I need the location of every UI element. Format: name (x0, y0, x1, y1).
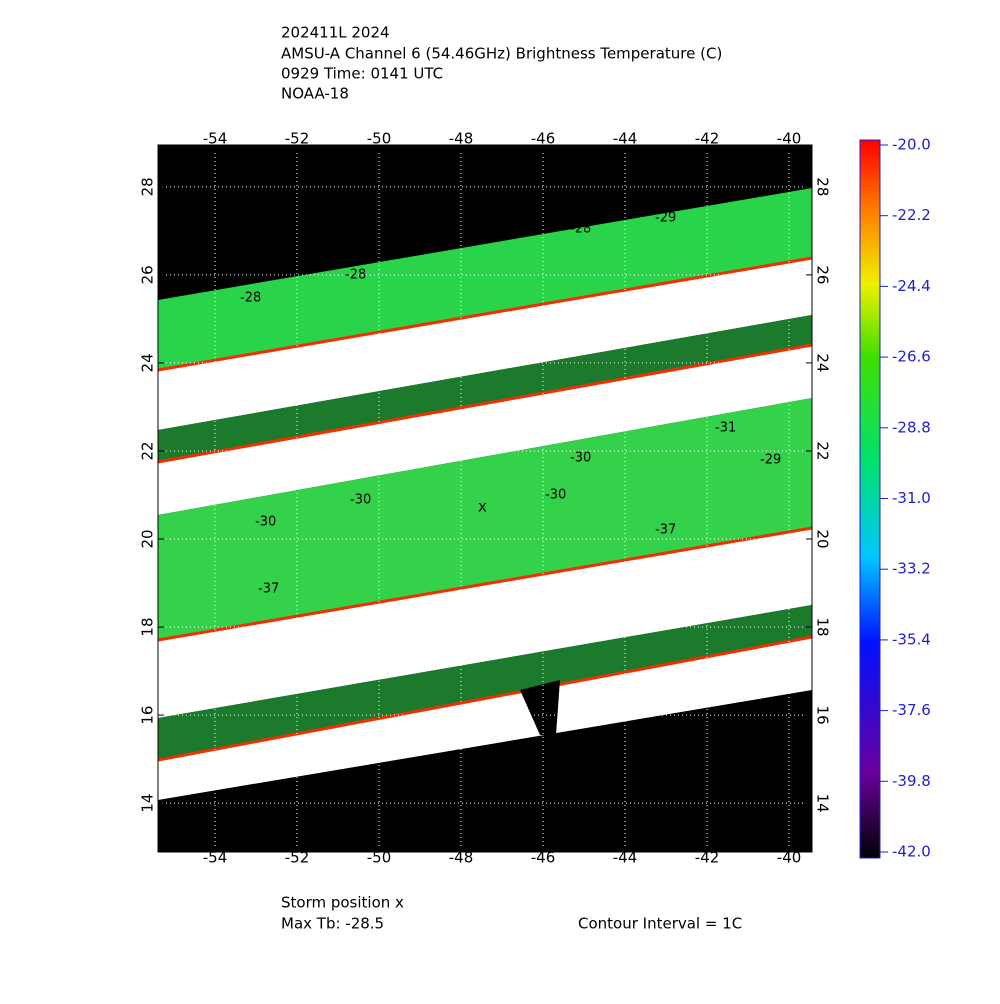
contour-label: -31 (715, 421, 736, 436)
y-tick-label: 14 (139, 794, 157, 813)
y-tick-label: 28 (139, 177, 157, 196)
y-tick-label: 24 (814, 353, 832, 372)
swath (158, 188, 812, 370)
x-tick-label: -46 (531, 849, 556, 867)
edge (157, 635, 813, 762)
contour-label: -28 (570, 222, 591, 237)
colorbar-tick-label: -33.2 (892, 560, 931, 578)
contour-label: -29 (760, 453, 781, 468)
header-line: 0929 Time: 0141 UTC (281, 65, 443, 83)
edge (157, 526, 813, 642)
y-tick-label: 26 (139, 265, 157, 284)
contour-labels: -28 -28 -28 -29 -30 -30 -30 -29 -31 -30 … (240, 211, 781, 597)
swath (158, 315, 812, 462)
header: 202411L 2024 AMSU-A Channel 6 (54.46GHz)… (281, 24, 722, 103)
swath (158, 605, 812, 760)
colorbar-tick-label: -31.0 (892, 489, 931, 507)
colorbar-tick-label: -20.0 (892, 136, 931, 154)
colorbar-tick-label: -35.4 (892, 630, 931, 648)
x-tick-label: -48 (449, 849, 474, 867)
y-tick-label: 22 (814, 441, 832, 460)
y-tick-label: 18 (139, 617, 157, 636)
x-tick-label: -52 (285, 130, 310, 148)
x-tick-label: -44 (613, 849, 638, 867)
header-line: 202411L 2024 (281, 24, 390, 42)
contour-interval: Contour Interval = 1C (578, 915, 742, 933)
storm-position: Storm position x (281, 894, 404, 912)
colorbar-tick-label: -26.6 (892, 348, 931, 366)
colorbar-ramp (859, 139, 881, 859)
header-line: NOAA-18 (281, 85, 349, 103)
y-tick-label: 16 (814, 706, 832, 725)
x-tick-label: -40 (777, 130, 802, 148)
contour-label: -30 (570, 451, 591, 466)
storm-marker: x (478, 498, 487, 516)
edge (157, 256, 813, 372)
y-tick-label: 20 (814, 529, 832, 548)
contour-label: -29 (655, 211, 676, 226)
y-tick-label: 28 (814, 177, 832, 196)
contour-label: -28 (240, 291, 261, 306)
colorbar-tick-label: -22.2 (892, 206, 931, 224)
map-image (157, 145, 813, 852)
y-tick-label: 26 (814, 265, 832, 284)
footer: Storm position x Max Tb: -28.5 Contour I… (281, 894, 742, 933)
x-tick-label: -42 (695, 849, 720, 867)
x-tick-label: -52 (285, 849, 310, 867)
colorbar-tick-label: -42.0 (892, 843, 931, 861)
x-tick-label: -44 (613, 130, 638, 148)
edge (157, 343, 813, 464)
swath (158, 398, 812, 640)
x-tick-label: -40 (777, 849, 802, 867)
colorbar-tick-label: -37.6 (892, 701, 931, 719)
contour-label: -30 (350, 493, 371, 508)
x-tick-label: -54 (203, 849, 228, 867)
gap (158, 258, 812, 430)
y-tick-label: 18 (814, 617, 832, 636)
contour-label: -37 (655, 523, 676, 538)
x-tick-label: -48 (449, 130, 474, 148)
x-tick-label: -50 (367, 849, 392, 867)
header-line: AMSU-A Channel 6 (54.46GHz) Brightness T… (281, 45, 722, 63)
x-tick-label: -42 (695, 130, 720, 148)
y-tick-label: 22 (139, 441, 157, 460)
colorbar-tick-label: -24.4 (892, 277, 931, 295)
contour-label: -30 (545, 488, 566, 503)
plot-frame (157, 144, 813, 853)
contour-label: -30 (255, 515, 276, 530)
x-tick-label: -50 (367, 130, 392, 148)
colorbar: -20.0 -22.2 -24.4 -26.6 -28.8 -31.0 -33.2 -35.4… (859, 136, 931, 861)
y-tick-label: 20 (139, 529, 157, 548)
colorbar-tick-label: -28.8 (892, 418, 931, 436)
grid (158, 145, 812, 852)
max-tb: Max Tb: -28.5 (281, 915, 384, 933)
y-tick-label: 14 (814, 794, 832, 813)
artifact (520, 680, 560, 735)
gap (158, 637, 812, 800)
x-tick-label: -54 (203, 130, 228, 148)
contour-label: -37 (258, 582, 279, 597)
y-tick-label: 24 (139, 353, 157, 372)
contour-label: -28 (345, 268, 366, 283)
gap (158, 345, 812, 515)
y-tick-label: 16 (139, 706, 157, 725)
x-tick-label: -46 (531, 130, 556, 148)
gap (158, 528, 812, 718)
colorbar-tick-label: -39.8 (892, 772, 931, 790)
